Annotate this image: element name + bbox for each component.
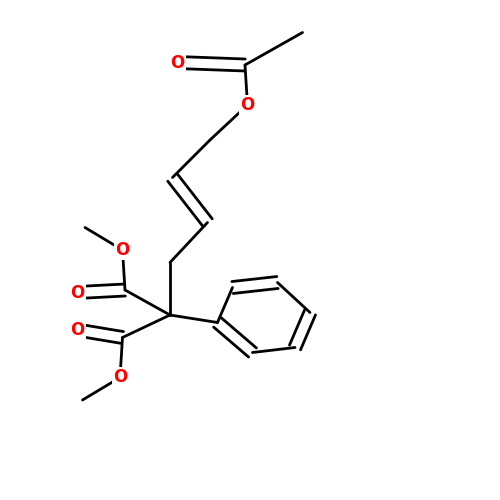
Text: O: O — [70, 284, 85, 302]
Text: O: O — [113, 368, 127, 386]
Text: O: O — [70, 321, 85, 339]
Text: O: O — [170, 54, 184, 72]
Text: O: O — [240, 96, 254, 114]
Text: O: O — [116, 241, 130, 259]
